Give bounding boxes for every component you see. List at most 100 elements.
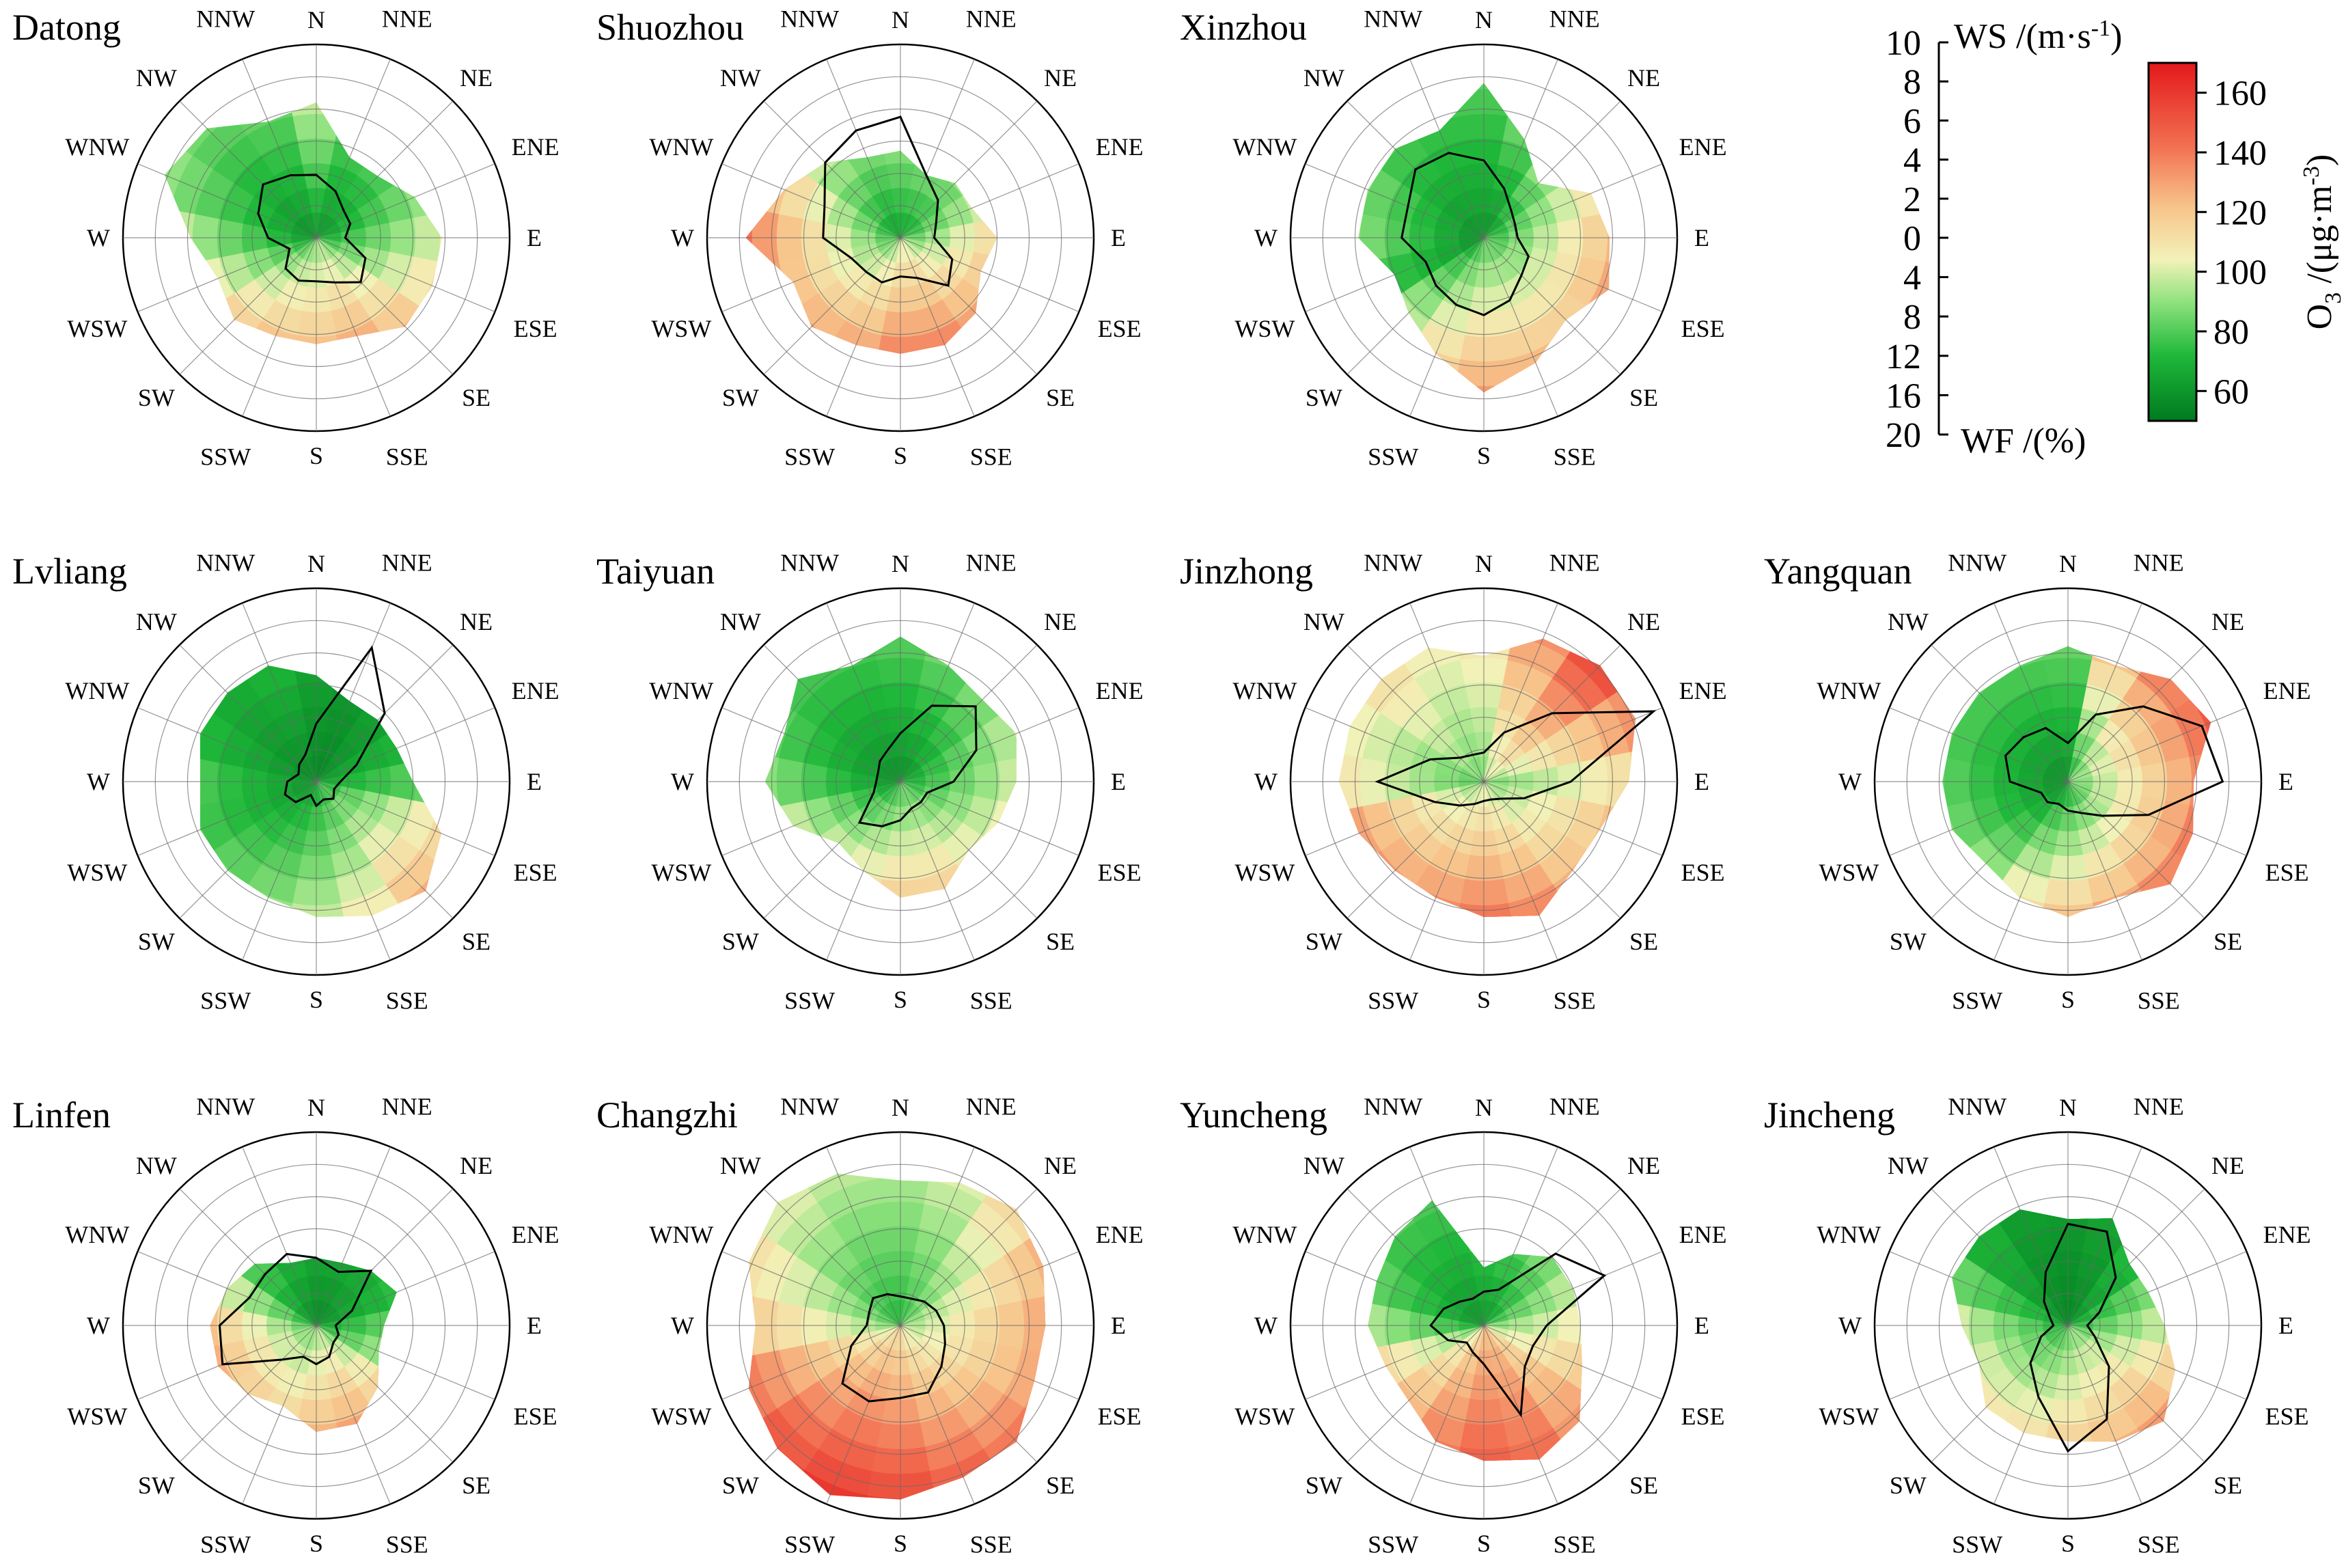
direction-label: SSW [1952, 987, 2002, 1015]
grid-spoke [179, 100, 317, 238]
direction-label: NE [1044, 608, 1077, 635]
grid-spoke [1305, 163, 1485, 238]
direction-label: WSW [1234, 1403, 1295, 1430]
direction-label: W [1254, 1312, 1278, 1339]
wind-frequency-line [2004, 705, 2224, 817]
grid-spoke [2067, 707, 2247, 782]
direction-label: NNE [966, 549, 1017, 576]
direction-label: SE [2213, 1472, 2242, 1499]
direction-label: NNW [1364, 549, 1422, 576]
grid-spoke [1409, 1146, 1485, 1326]
direction-label: NNE [2134, 549, 2184, 576]
wind-frequency-line [822, 115, 954, 287]
grid-spoke [900, 237, 1079, 312]
direction-label: SE [462, 384, 491, 411]
direction-label: S [309, 442, 323, 469]
ws-tick-label: 10 [1886, 24, 1921, 63]
grid-spoke [2067, 781, 2247, 856]
grid-spoke [763, 781, 901, 919]
direction-label: WSW [67, 1403, 127, 1430]
direction-label: N [892, 1094, 909, 1121]
direction-label: E [527, 768, 542, 795]
wf-tick-label: 20 [1886, 416, 1921, 455]
direction-label: ENE [1096, 677, 1144, 704]
city-title: Yangquan [1764, 551, 1912, 592]
grid-spoke [763, 100, 901, 238]
wf-tick-label: 4 [1903, 259, 1921, 298]
direction-label: NNW [1948, 549, 2006, 576]
grid-spoke [316, 237, 391, 417]
grid-spoke [1483, 237, 1663, 312]
direction-label: WNW [65, 677, 129, 704]
grid-spoke [316, 100, 454, 238]
grid-spoke [1889, 781, 2069, 856]
grid-spoke [316, 1325, 391, 1504]
direction-label: ESE [2265, 1403, 2309, 1430]
direction-label: WNW [1232, 677, 1297, 704]
direction-label: NW [1303, 64, 1344, 92]
grid-spoke [1409, 237, 1485, 417]
direction-label: SE [462, 928, 491, 955]
grid-spoke [900, 1325, 975, 1504]
grid-spoke [2067, 644, 2205, 782]
grid-spoke [1483, 237, 1621, 375]
direction-label: SSW [1368, 987, 1418, 1015]
ws-tick-label: 0 [1903, 219, 1921, 258]
direction-label: W [87, 224, 110, 251]
direction-label: WSW [651, 859, 711, 886]
grid-spoke [1409, 59, 1485, 238]
grid-spoke [1483, 100, 1621, 238]
grid-spoke [1993, 781, 2069, 961]
direction-label: SSE [970, 443, 1012, 471]
grid-spoke [900, 1188, 1038, 1326]
direction-label: ENE [512, 1221, 560, 1248]
direction-label: W [1838, 768, 1862, 795]
grid-spoke [137, 1251, 317, 1326]
direction-label: S [2061, 986, 2075, 1013]
city-title: Changzhi [596, 1095, 738, 1136]
grid-spoke [2067, 781, 2205, 919]
grid-spoke [1483, 707, 1663, 782]
direction-label: NE [460, 64, 493, 92]
direction-label: ENE [1679, 1221, 1727, 1248]
rose-yangquan: N NNE NE ENE E ESE SE SSE S SSW SW WSW W WNW NW NNW Yang… [1764, 549, 2311, 1014]
direction-label: NNW [780, 1092, 839, 1120]
direction-label: N [2059, 1094, 2077, 1121]
grid-spoke [900, 644, 1038, 782]
direction-label: SSE [1554, 443, 1596, 471]
direction-label: SE [1629, 1472, 1658, 1499]
direction-label: ESE [1098, 1403, 1142, 1430]
ws-axis-label: WS /(m·s-1) [1954, 16, 2122, 56]
direction-label: S [1477, 442, 1491, 469]
grid-spoke [763, 237, 901, 375]
direction-label: WNW [1232, 133, 1297, 161]
grid-spoke [1931, 1325, 2069, 1463]
direction-label: SSW [200, 443, 251, 471]
grid-spoke [900, 1325, 1038, 1463]
direction-label: NNW [780, 549, 839, 576]
direction-label: WSW [67, 859, 127, 886]
grid-spoke [900, 237, 1038, 375]
direction-label: E [2278, 1312, 2293, 1339]
direction-label: NNW [1364, 5, 1422, 32]
wind-frequency-line [218, 1252, 373, 1366]
direction-label: NNW [196, 549, 255, 576]
direction-label: NW [720, 64, 761, 92]
wind-frequency-line [257, 174, 367, 284]
rose-linfen: N NNE NE ENE E ESE SE SSE S SSW SW WSW W WNW NW NNW Linf… [12, 1092, 560, 1558]
direction-label: SSE [2138, 1531, 2180, 1558]
grid-spoke [900, 59, 975, 238]
grid-spoke [137, 163, 317, 238]
colorbar-tick-label: 160 [2213, 74, 2267, 113]
city-title: Lvliang [12, 551, 127, 592]
wind-frequency-line [1429, 1252, 1607, 1418]
grid-spoke [1483, 59, 1558, 238]
grid-spoke [1305, 707, 1485, 782]
direction-label: SW [722, 384, 759, 411]
grid-spoke [900, 781, 975, 961]
grid-spoke [826, 781, 901, 961]
direction-label: E [1111, 1312, 1126, 1339]
direction-label: WSW [67, 315, 127, 342]
